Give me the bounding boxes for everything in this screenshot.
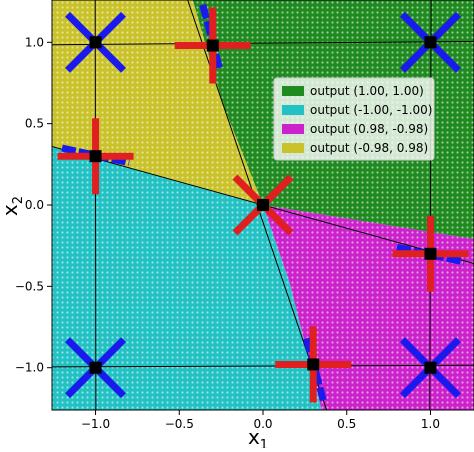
sample-point-8 (307, 358, 320, 371)
sample-point-0 (89, 36, 102, 49)
x-tick-label-3: 0.5 (337, 417, 356, 431)
sample-point-7 (424, 247, 437, 260)
y-tick-label-3: 0.5 (25, 117, 44, 131)
legend-label-3: output (-0.98, 0.98) (310, 141, 428, 155)
x-tick-label-4: 1.0 (421, 417, 440, 431)
boundary-line-2 (52, 40, 474, 46)
x-axis-label: x1 (248, 425, 268, 448)
sample-point-1 (424, 36, 437, 49)
legend-swatch-3 (282, 143, 304, 153)
sample-point-4 (257, 199, 269, 211)
sample-point-6 (89, 150, 102, 163)
y-axis-ticks: −1.0 −0.5 0.0 0.5 1.0 (15, 35, 52, 375)
x-tick-label-2: 0.0 (253, 417, 272, 431)
legend-label-1: output (-1.00, -1.00) (310, 103, 432, 117)
legend-swatch-1 (282, 105, 304, 115)
boundary-segment-3 (303, 337, 327, 402)
sample-point-5 (206, 39, 219, 52)
sample-point-2 (89, 361, 102, 374)
legend-label-0: output (1.00, 1.00) (310, 84, 424, 98)
legend: output (1.00, 1.00) output (-1.00, -1.00… (273, 77, 435, 161)
x-tick-label-0: −1.0 (81, 417, 110, 431)
y-axis-label: x2 (0, 196, 26, 216)
y-tick-label-1: −0.5 (15, 279, 44, 293)
legend-swatch-2 (282, 124, 304, 134)
legend-label-2: output (0.98, -0.98) (310, 122, 428, 136)
sample-point-3 (424, 361, 437, 374)
boundary-segment-0 (199, 3, 223, 70)
boundary-line-4 (94, 0, 97, 410)
legend-box (273, 77, 435, 161)
y-tick-label-0: −1.0 (15, 361, 44, 375)
sample-points (89, 36, 437, 374)
boundary-line-3 (52, 364, 474, 368)
y-tick-label-2: 0.0 (25, 198, 44, 212)
x-axis-ticks: −1.0 −0.5 0.0 0.5 1.0 (81, 410, 440, 431)
boundary-line-5 (429, 0, 432, 410)
y-tick-label-4: 1.0 (25, 35, 44, 49)
x-tick-label-1: −0.5 (165, 417, 194, 431)
legend-swatch-0 (282, 86, 304, 96)
